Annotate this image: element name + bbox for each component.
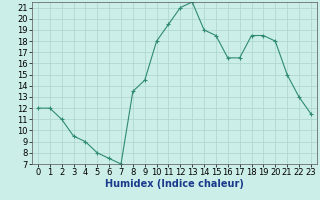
X-axis label: Humidex (Indice chaleur): Humidex (Indice chaleur)	[105, 179, 244, 189]
